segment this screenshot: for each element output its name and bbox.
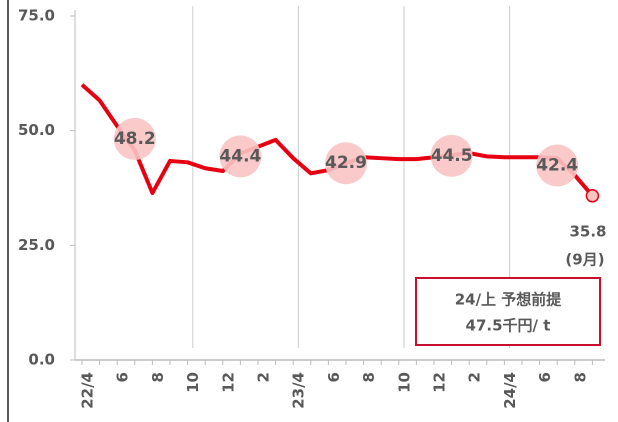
note-text: 47.5千円/ t (466, 317, 551, 335)
average-marker (219, 135, 262, 178)
x-tick-label: 12 (219, 372, 237, 393)
x-tick-label: 23/4 (290, 372, 308, 409)
note-box (415, 277, 601, 346)
x-tick-label: 6 (325, 372, 343, 382)
average-label: 42.4 (536, 156, 578, 176)
x-tick-label: 8 (149, 372, 167, 382)
average-label: 44.4 (219, 146, 261, 166)
x-tick-label: 12 (431, 372, 449, 393)
average-marker (430, 134, 473, 177)
average-marker (113, 117, 156, 160)
average-label: 42.9 (325, 153, 367, 173)
average-marker (325, 142, 367, 185)
average-marker (536, 144, 579, 187)
x-tick-label: 10 (184, 372, 202, 393)
last-value-label: 35.8 (569, 223, 606, 241)
average-label: 44.5 (431, 146, 473, 166)
x-tick-label: 10 (395, 372, 413, 393)
x-tick-label: 6 (536, 372, 554, 382)
x-tick-label: 8 (360, 372, 378, 382)
x-tick-label: 2 (466, 372, 484, 382)
average-label: 48.2 (114, 129, 156, 149)
y-tick-label: 50.0 (18, 121, 55, 139)
x-tick-label: 24/4 (501, 372, 519, 409)
last-point (585, 189, 600, 203)
x-tick-label: 8 (571, 372, 589, 382)
note-text: 24/上 予想前提 (455, 291, 563, 309)
x-tick-label: 22/4 (79, 372, 97, 409)
last-month-label: (9月) (565, 251, 604, 269)
y-tick-label: 0.0 (28, 351, 55, 369)
x-tick-label: 6 (114, 372, 132, 382)
y-tick-label: 25.0 (18, 236, 55, 254)
x-tick-label: 2 (255, 372, 273, 382)
y-tick-label: 75.0 (18, 7, 55, 25)
